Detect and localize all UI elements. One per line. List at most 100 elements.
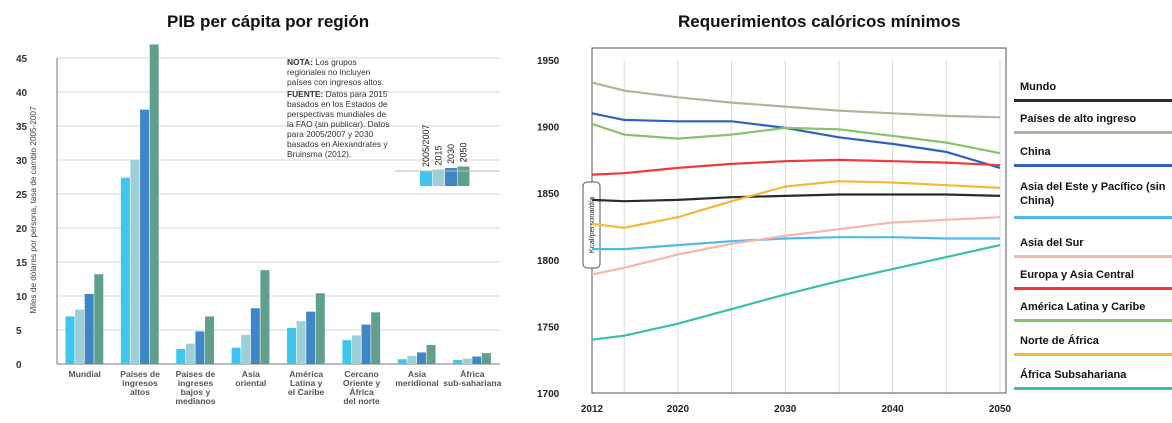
legend-label: 2050 xyxy=(459,142,469,162)
bar xyxy=(462,358,472,364)
y-tick-label: 35 xyxy=(16,122,28,133)
y-tick-label: 30 xyxy=(16,156,28,167)
legend-label: Norte de África xyxy=(1020,335,1099,347)
category-label: Países de ingresos altos xyxy=(120,369,160,397)
series-line xyxy=(591,122,1001,155)
legend-label: Asia del Este y Pacífico (sin China) xyxy=(1020,181,1166,207)
x-tick-label: 2030 xyxy=(774,404,797,415)
y-axis-label: Miles de dólares por persona, tasa de ca… xyxy=(29,106,38,314)
y-tick-label: 15 xyxy=(16,258,28,269)
source-label: FUENTE: xyxy=(287,89,324,99)
bar xyxy=(250,308,260,364)
x-tick-label: 2012 xyxy=(581,404,604,415)
bar xyxy=(130,160,140,364)
y-tick-label: 1800 xyxy=(537,256,560,267)
legend-swatch xyxy=(1014,99,1172,102)
bar xyxy=(120,177,130,364)
y-tick-label: 1900 xyxy=(537,123,560,134)
series-line xyxy=(591,81,1001,119)
legend-swatch xyxy=(1014,387,1172,390)
legend-swatch xyxy=(1014,216,1172,219)
chart-note: NOTA: Los grupos regionales no incluyen … xyxy=(287,57,393,159)
y-tick-label: 1750 xyxy=(537,322,560,333)
category-label: América Latina y el Caribe xyxy=(288,369,325,397)
source-text: Datos para 2015 basados en los Estados d… xyxy=(287,89,390,159)
series-line xyxy=(591,158,1001,176)
series-line xyxy=(591,180,1001,229)
legend-swatch xyxy=(445,168,457,186)
y-tick-label: 10 xyxy=(16,292,28,303)
bar xyxy=(397,359,407,364)
bar xyxy=(185,343,195,364)
bar xyxy=(306,311,316,364)
series-line xyxy=(592,236,1000,251)
legend-label: África Subsahariana xyxy=(1020,369,1127,381)
bar xyxy=(371,312,381,364)
bar xyxy=(361,324,371,364)
series-line xyxy=(591,244,1001,341)
legend-swatch xyxy=(1014,319,1172,322)
legend-label: Asia del Sur xyxy=(1020,237,1084,249)
category-label: Cercano Oriente y África del norte xyxy=(343,369,380,406)
x-tick-label: 2040 xyxy=(882,404,905,415)
category-label: Mundial xyxy=(68,369,100,379)
bar xyxy=(75,309,85,364)
legend-label: Europa y Asia Central xyxy=(1020,269,1134,281)
bar xyxy=(94,274,104,364)
legend-label: 2005/2007 xyxy=(421,124,431,167)
bar xyxy=(416,352,426,364)
y-tick-label: 1700 xyxy=(537,389,560,400)
category-label: Países de ingreses bajos y medianos xyxy=(175,369,215,406)
bar xyxy=(453,359,463,364)
x-tick-label: 2020 xyxy=(667,404,690,415)
y-tick-label: 5 xyxy=(16,326,22,337)
legend-swatch xyxy=(1014,131,1172,134)
bar xyxy=(205,316,215,364)
y-tick-label: 0 xyxy=(16,360,22,371)
legend-label: Mundo xyxy=(1020,81,1057,93)
bar xyxy=(426,344,436,364)
bar xyxy=(260,270,270,364)
bar xyxy=(140,109,150,365)
gdp-bar-chart: 0 5 10 15 20 25 30 35 40 45 Miles de dólares por p… xyxy=(16,44,502,406)
y-tick-label: 45 xyxy=(16,54,28,65)
bar xyxy=(342,340,352,364)
bar xyxy=(241,334,251,364)
bar xyxy=(149,44,159,365)
y-tick-label: 1850 xyxy=(537,189,560,200)
series-line xyxy=(591,193,1001,203)
category-label: Asia oriental xyxy=(235,369,266,388)
bar xyxy=(315,293,325,364)
legend-swatch xyxy=(420,171,432,186)
bar xyxy=(286,327,296,364)
bar xyxy=(195,331,205,364)
legend-label: Países de alto ingreso xyxy=(1020,113,1137,125)
y-tick-label: 40 xyxy=(16,88,28,99)
bar-chart-title: PIB per cápita por región xyxy=(167,12,370,31)
category-label: Asia meridional xyxy=(395,369,438,388)
legend-swatch xyxy=(1014,164,1172,167)
bar xyxy=(231,347,241,364)
y-axis-label: Kcal/persona/día xyxy=(587,196,596,253)
y-tick-label: 25 xyxy=(16,190,28,201)
x-tick-label: 2050 xyxy=(989,404,1012,415)
bar xyxy=(296,321,306,364)
legend-label: 2015 xyxy=(434,145,444,165)
bar xyxy=(472,356,482,364)
bar xyxy=(176,349,186,364)
legend-swatch xyxy=(1014,255,1172,258)
legend-label: China xyxy=(1020,146,1051,158)
y-tick-label: 1950 xyxy=(537,56,560,67)
legend-swatch xyxy=(1014,287,1172,290)
legend-label: América Latina y Caribe xyxy=(1020,301,1146,313)
bar xyxy=(351,335,361,364)
note-text: Los grupos regionales no incluyen países… xyxy=(287,57,384,87)
y-tick-label: 20 xyxy=(16,224,28,235)
series-line xyxy=(591,216,1001,276)
legend-label: 2030 xyxy=(446,144,456,164)
note-label: NOTA: xyxy=(287,57,313,67)
bar xyxy=(407,355,417,364)
bar xyxy=(481,353,491,364)
legend-swatch xyxy=(1014,353,1172,356)
